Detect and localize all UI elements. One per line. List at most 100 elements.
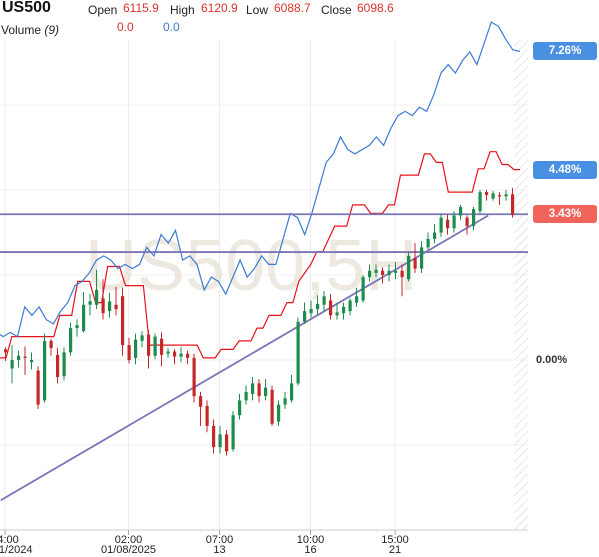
candle-body (303, 311, 307, 322)
candle-body (368, 270, 372, 278)
comparison-series (0, 21, 521, 359)
x-tick-sublabel-3: 16 (304, 544, 316, 556)
candle (394, 262, 398, 280)
candle (309, 300, 313, 318)
candle (504, 190, 508, 201)
x-tick-label-2: 07:00 (206, 534, 234, 546)
candle-body (147, 334, 151, 356)
candle-body (173, 351, 177, 357)
grid-lines (0, 40, 528, 530)
candle-body (296, 321, 300, 384)
candle-body (101, 298, 105, 314)
candle-body (361, 277, 365, 301)
candle-body (277, 404, 281, 422)
candle (212, 419, 216, 454)
candle-body (199, 396, 203, 407)
candle-body (82, 304, 86, 332)
candle-body (4, 349, 8, 353)
candle (361, 275, 365, 303)
x-tick-label-1: 02:00 (115, 534, 143, 546)
candle-body (140, 335, 144, 341)
candle (420, 241, 424, 273)
candle-body (121, 296, 125, 346)
candle (348, 298, 352, 316)
candlestick-series (4, 187, 515, 456)
low-value: 6088.7 (274, 1, 311, 15)
candle (160, 332, 164, 367)
candle-body (30, 360, 34, 363)
candle (199, 391, 203, 426)
candle (355, 287, 359, 307)
candle-body (452, 215, 456, 229)
candle (472, 207, 476, 231)
candle (49, 338, 53, 356)
candle-body (439, 217, 443, 233)
candle (17, 350, 21, 368)
candle-body (420, 247, 424, 269)
candle-body (238, 400, 242, 416)
candle-body (348, 300, 352, 312)
candle (186, 350, 190, 365)
candle (433, 224, 437, 244)
x-tick-label-4: 15:00 (381, 534, 409, 546)
volume-value-1: 0.0 (117, 20, 134, 34)
volume-label: Volume (1, 23, 42, 37)
candle-body (127, 345, 131, 360)
candle (114, 286, 118, 316)
x-tick-label-3: 10:00 (297, 534, 325, 546)
candle (140, 331, 144, 348)
candle (264, 379, 268, 401)
candle-body (329, 300, 333, 316)
candle (290, 374, 294, 403)
candle-body (322, 296, 326, 305)
low-label: Low (246, 3, 269, 17)
candle-body (192, 357, 196, 397)
candle-body (212, 425, 216, 448)
candle (238, 394, 242, 420)
candle-body (316, 303, 320, 309)
candle-body (75, 325, 79, 329)
x-tick-label-0: 14:00 (0, 534, 19, 546)
candle (95, 269, 99, 309)
candle (335, 302, 339, 320)
candle-body (69, 328, 73, 353)
candle (413, 243, 417, 273)
candle-body (62, 352, 66, 377)
candle-body (290, 383, 294, 401)
candle-body (160, 338, 164, 355)
candle-body (179, 353, 183, 357)
candle (465, 215, 469, 235)
candle (225, 430, 229, 456)
candle-body (23, 356, 27, 358)
candle-body (355, 296, 359, 303)
candle-body (342, 306, 346, 314)
candle (173, 349, 177, 365)
candle (387, 264, 391, 282)
candle (134, 333, 138, 365)
high-value: 6120.9 (201, 1, 238, 15)
close-label: Close (321, 3, 352, 17)
candle-body (88, 301, 92, 305)
open-label: Open (88, 3, 118, 17)
candle (303, 302, 307, 324)
candle (374, 264, 378, 278)
candle (30, 352, 34, 370)
candle-body (251, 383, 255, 394)
candle (251, 377, 255, 401)
candle (69, 322, 73, 356)
candle (277, 400, 281, 426)
candle-body (387, 270, 391, 275)
candle (121, 287, 125, 356)
candle (153, 333, 157, 360)
candle (407, 251, 411, 282)
candle-body (264, 387, 268, 397)
candle-body (36, 370, 40, 405)
candle (166, 348, 170, 358)
candle (322, 291, 326, 312)
volume-period: (9) (44, 23, 60, 37)
watermark: US500,5H (85, 226, 417, 306)
candle (82, 292, 86, 333)
future-hatch-area (514, 40, 528, 530)
candle (257, 379, 261, 403)
